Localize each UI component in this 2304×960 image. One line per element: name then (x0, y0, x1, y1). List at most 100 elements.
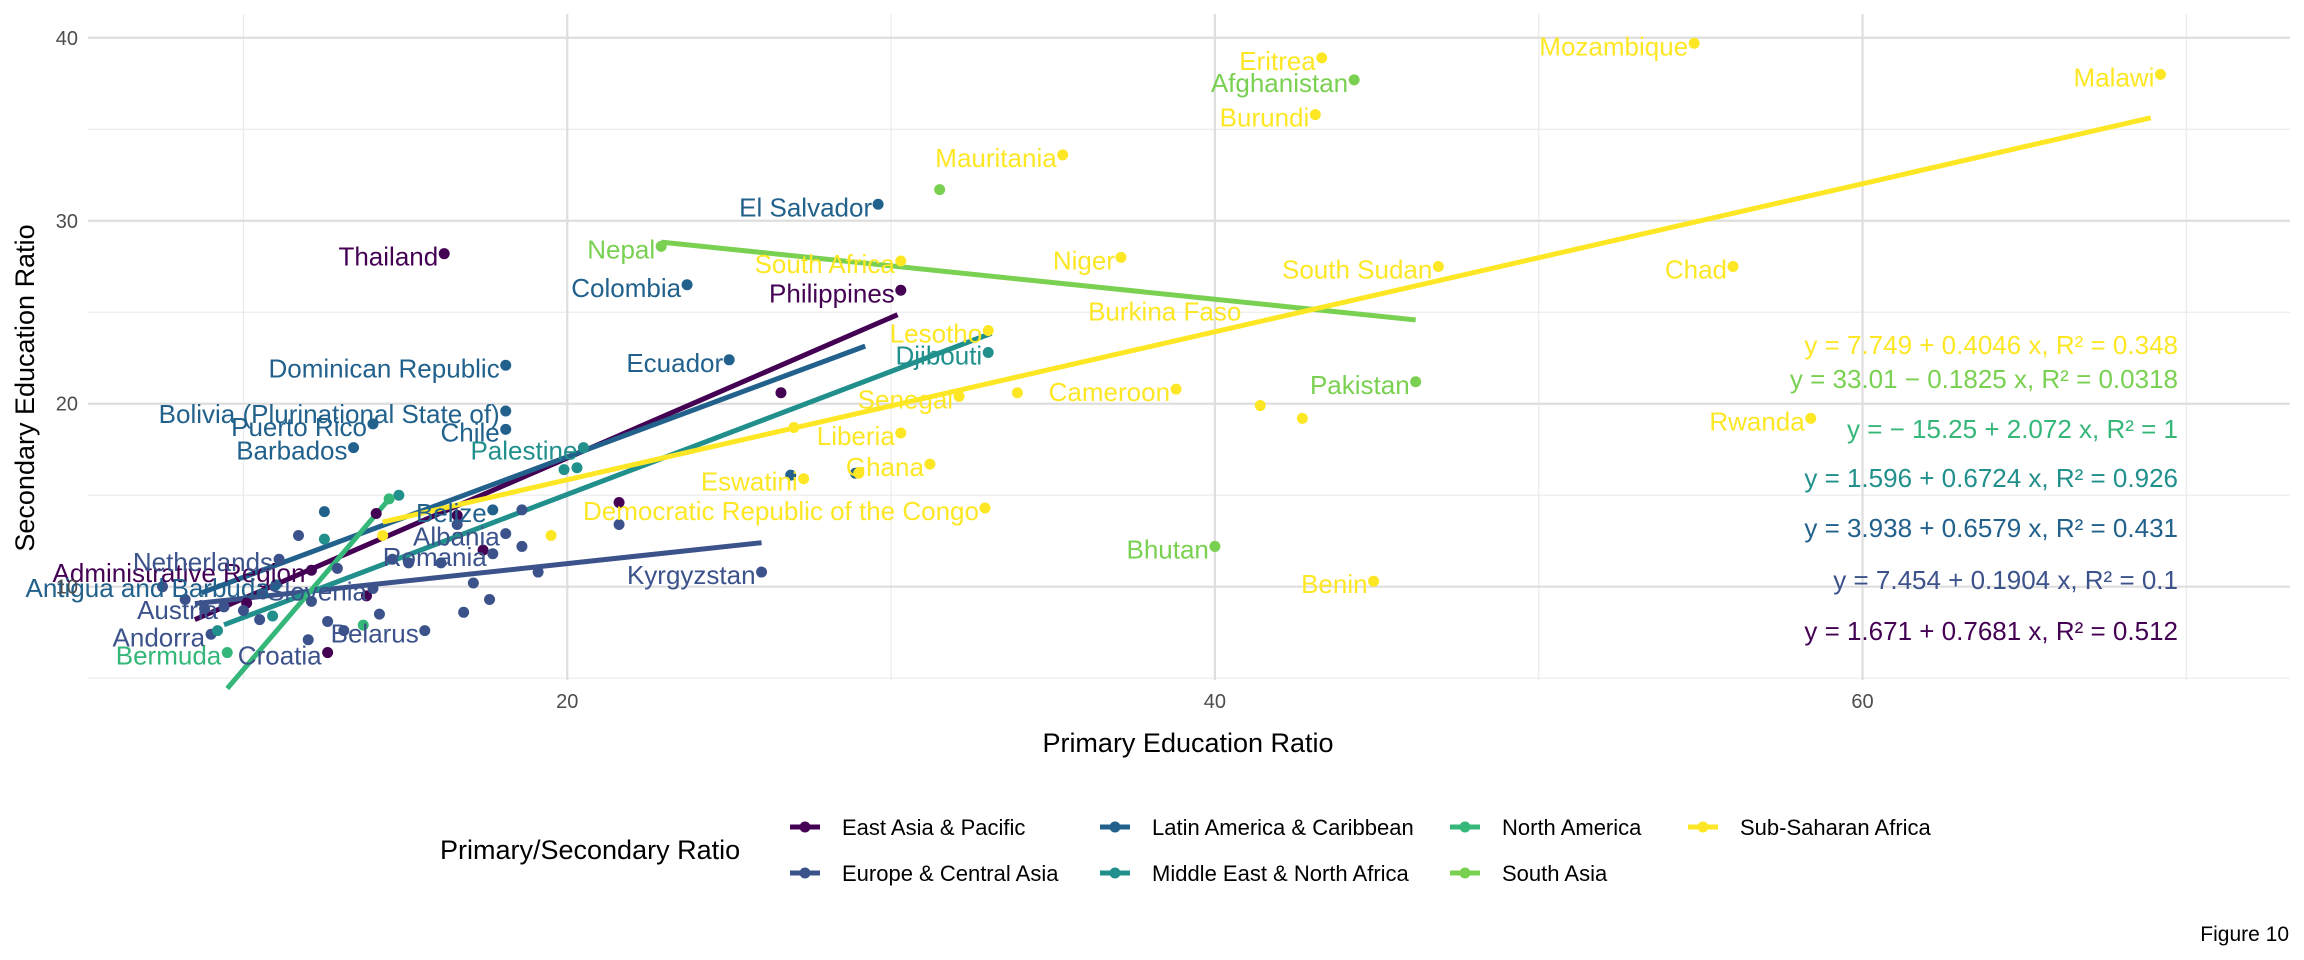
point-label: Mauritania (935, 143, 1057, 173)
regression-line (660, 239, 1416, 323)
point-label: Chile (440, 417, 499, 447)
data-point (487, 504, 499, 516)
data-point (257, 588, 269, 600)
data-point (221, 647, 233, 659)
data-point (305, 564, 317, 576)
y-axis-title: Secondary Education Ratio (10, 224, 40, 551)
regression-equation: y = 3.938 + 0.6579 x, R² = 0.431 (1804, 513, 2178, 543)
data-point (218, 601, 230, 613)
data-point (532, 566, 544, 578)
regression-equation: y = − 15.25 + 2.072 x, R² = 1 (1847, 414, 2178, 444)
point-label: Lesotho (890, 319, 983, 349)
figure-caption: Figure 10 (2200, 923, 2289, 946)
legend-key-point (799, 867, 811, 879)
point-label: Andorra (113, 622, 206, 652)
point-label: Austria (137, 595, 218, 625)
regression-lines (193, 115, 2152, 691)
data-point (1348, 74, 1360, 86)
data-point (853, 467, 865, 479)
data-point (270, 579, 282, 591)
data-point (487, 548, 499, 560)
point-label: South Africa (755, 249, 896, 279)
data-point (571, 462, 583, 474)
data-point (331, 562, 343, 574)
point-label: Thailand (338, 242, 438, 272)
point-label: Colombia (571, 273, 681, 303)
regression-equation: y = 7.454 + 0.1904 x, R² = 0.1 (1833, 565, 2178, 595)
point-label: El Salvador (739, 192, 872, 222)
x-tick-label: 40 (1204, 691, 1226, 713)
data-point (516, 504, 528, 516)
regression-equation: y = 7.749 + 0.4046 x, R² = 0.348 (1804, 330, 2178, 360)
data-point (383, 493, 395, 505)
data-point (500, 359, 512, 371)
point-label: Puerto Rico (231, 412, 367, 442)
legend-key-point (1459, 867, 1471, 879)
legend: Primary/Secondary Ratio East Asia & Paci… (440, 815, 1932, 886)
point-label: Netherlands (133, 547, 273, 577)
data-point (1316, 52, 1328, 64)
point-label: Mozambique (1539, 31, 1688, 61)
legend-key-point (1109, 867, 1121, 879)
data-point (348, 442, 360, 454)
legend-label: North America (1502, 815, 1642, 840)
data-point (516, 540, 528, 552)
data-point (756, 566, 768, 578)
point-label: Djibouti (896, 340, 983, 370)
point-label: Slovenia (267, 577, 367, 607)
data-point (1432, 260, 1444, 272)
data-point (775, 387, 787, 399)
legend-key-point (1109, 821, 1121, 833)
data-point (723, 354, 735, 366)
point-label: Philippines (769, 278, 895, 308)
point-label: Bolivia (Plurinational State of) (159, 399, 500, 429)
point-label: Administrative Region (53, 558, 306, 588)
data-point (467, 577, 479, 589)
data-point (1115, 251, 1127, 263)
data-point (895, 255, 907, 267)
data-point (302, 634, 314, 646)
y-tick-label: 20 (56, 394, 78, 416)
legend-label: Latin America & Caribbean (1152, 815, 1414, 840)
point-label: Bhutan (1126, 534, 1208, 564)
data-point (273, 553, 285, 565)
point-label: Barbados (236, 436, 347, 466)
point-label: Benin (1301, 569, 1368, 599)
point-label: Niger (1053, 245, 1115, 275)
data-point (1011, 387, 1023, 399)
data-point (982, 346, 994, 358)
point-label: Ghana (846, 452, 925, 482)
data-point (1296, 412, 1308, 424)
data-point (254, 614, 266, 626)
x-tick-label: 60 (1851, 691, 1873, 713)
data-point (435, 557, 447, 569)
data-point (477, 544, 489, 556)
data-point (982, 325, 994, 337)
data-point (979, 502, 991, 514)
data-point (1410, 376, 1422, 388)
data-point (237, 604, 249, 616)
data-point (370, 508, 382, 519)
data-point (458, 606, 470, 618)
data-point (924, 458, 936, 470)
data-point (1309, 109, 1321, 121)
data-point (438, 248, 450, 260)
regression-line (194, 540, 762, 607)
data-point (451, 509, 463, 521)
data-point (1688, 37, 1700, 49)
point-label: Cameroon (1049, 377, 1170, 407)
point-label: Nepal (587, 234, 655, 264)
legend-key-point (1697, 821, 1709, 833)
data-point (1209, 540, 1221, 552)
y-tick-label: 40 (56, 28, 78, 50)
grid-lines (88, 14, 2290, 680)
legend-key-point (799, 821, 811, 833)
point-label: Bermuda (116, 641, 222, 671)
data-point (895, 427, 907, 439)
data-point (545, 529, 557, 541)
data-point (1368, 575, 1380, 587)
point-label: South Sudan (1282, 254, 1432, 284)
x-tick-label: 20 (556, 691, 578, 713)
y-tick-label: 10 (56, 577, 78, 599)
